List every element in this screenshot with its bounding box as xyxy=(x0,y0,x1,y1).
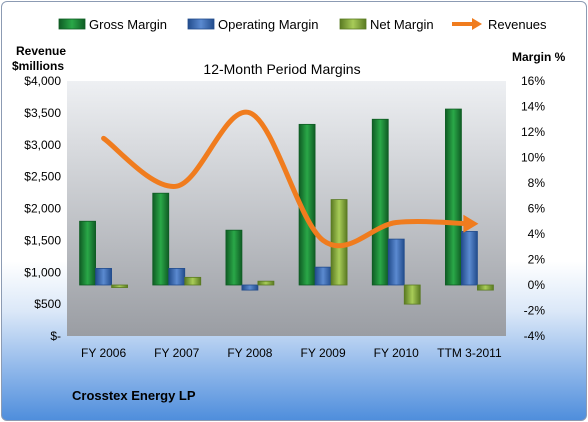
left-tick-label: $3,000 xyxy=(24,138,61,152)
bar-operating-margin xyxy=(241,284,259,291)
right-axis-title: Margin % xyxy=(512,50,566,64)
right-tick-label: 6% xyxy=(528,202,546,216)
left-tick-label: $1,000 xyxy=(24,265,61,279)
left-tick-label: $500 xyxy=(34,297,61,311)
category-label: FY 2009 xyxy=(301,346,346,360)
legend-label-gross-margin: Gross Margin xyxy=(89,17,167,32)
left-axis-title-line1: Revenue xyxy=(16,44,66,58)
left-tick-label: $2,000 xyxy=(24,202,61,216)
bar-operating-margin xyxy=(168,268,186,286)
bar-operating-margin xyxy=(387,238,405,286)
company-name: Crosstex Energy LP xyxy=(72,388,196,403)
right-tick-label: 4% xyxy=(528,227,546,241)
line-revenues-arrowhead xyxy=(463,214,479,233)
category-label: FY 2008 xyxy=(227,346,272,360)
bar-gross-margin xyxy=(79,220,96,286)
bar-operating-margin xyxy=(95,268,112,286)
left-tick-label: $1,500 xyxy=(24,233,61,247)
category-label: FY 2007 xyxy=(154,346,199,360)
legend-label-net-margin: Net Margin xyxy=(370,17,434,32)
right-tick-label: 8% xyxy=(528,176,546,190)
left-tick-label: $4,000 xyxy=(24,74,61,88)
legend: Gross Margin Operating Margin Net Margin… xyxy=(58,17,547,32)
bar-net-margin xyxy=(477,284,494,291)
left-axis-title-line2: $millions xyxy=(12,59,64,73)
chart-title: 12-Month Period Margins xyxy=(203,61,360,77)
category-label: TTM 3-2011 xyxy=(437,346,502,360)
bar-gross-margin xyxy=(371,118,389,286)
right-tick-label: 16% xyxy=(521,74,545,88)
bar-net-margin xyxy=(403,284,421,305)
right-tick-label: 0% xyxy=(528,278,546,292)
legend-label-revenues: Revenues xyxy=(488,17,547,32)
right-tick-label: -2% xyxy=(524,304,546,318)
legend-swatch-net-margin xyxy=(339,18,367,30)
line-revenues xyxy=(101,109,472,249)
bar-operating-margin xyxy=(461,231,478,286)
right-axis: -4% -2% 0% 2% 4% 6% 8% 10% 12% 14% 16% xyxy=(521,74,545,343)
legend-swatch-revenues xyxy=(452,18,482,30)
bar-net-margin xyxy=(330,199,348,286)
left-tick-label: $2,500 xyxy=(24,170,61,184)
bar-operating-margin xyxy=(314,266,332,286)
bar-net-margin xyxy=(257,280,275,286)
revenue-series xyxy=(101,109,479,249)
right-tick-label: -4% xyxy=(524,329,546,343)
category-label: FY 2006 xyxy=(81,346,126,360)
bar-gross-margin xyxy=(445,108,462,286)
bars xyxy=(79,108,494,305)
bar-net-margin xyxy=(184,276,202,286)
legend-swatch-operating-margin xyxy=(187,18,215,30)
legend-swatch-gross-margin xyxy=(58,18,86,30)
bar-gross-margin xyxy=(225,229,243,286)
legend-label-operating-margin: Operating Margin xyxy=(218,17,318,32)
plot-area xyxy=(67,81,506,336)
right-tick-label: 12% xyxy=(521,125,545,139)
left-tick-label: $3,500 xyxy=(24,106,61,120)
bar-net-margin xyxy=(111,284,128,288)
bar-gross-margin xyxy=(152,192,170,286)
right-tick-label: 10% xyxy=(521,151,545,165)
category-axis: FY 2006 FY 2007 FY 2008 FY 2009 FY 2010 TTM 3… xyxy=(81,346,502,360)
category-label: FY 2010 xyxy=(374,346,419,360)
right-tick-label: 14% xyxy=(521,100,545,114)
left-tick-label: $- xyxy=(50,329,61,343)
left-axis: $- $500 $1,000 $1,500 $2,000 $2,500 $3,000 $3,5… xyxy=(24,74,61,343)
right-tick-label: 2% xyxy=(528,253,546,267)
